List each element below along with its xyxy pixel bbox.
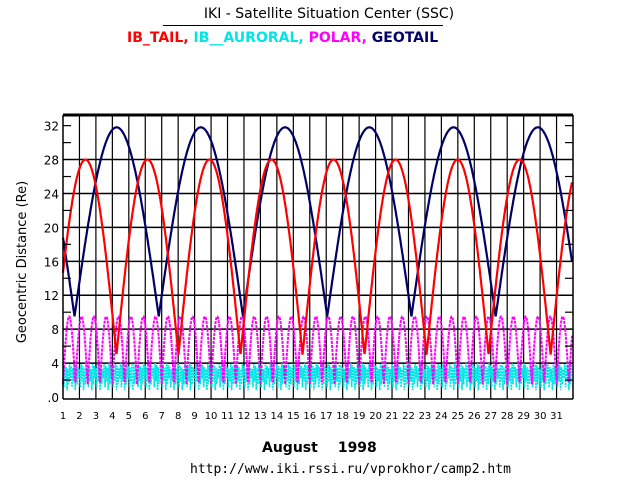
- legend-ib-tail: IB_TAIL: [127, 30, 184, 46]
- y-tick-label: 28: [44, 154, 59, 168]
- x-tick-label: 17: [320, 411, 333, 422]
- x-tick-label: 13: [254, 411, 267, 422]
- x-tick-label: 10: [205, 411, 218, 422]
- legend-polar: POLAR: [308, 30, 362, 46]
- y-tick-label: 4: [51, 357, 59, 371]
- x-tick-label: 19: [353, 411, 366, 422]
- x-tick-label: 9: [191, 411, 197, 422]
- y-tick-label: 20: [44, 221, 59, 235]
- x-tick-label: 16: [303, 411, 316, 422]
- x-tick-label: 23: [419, 411, 432, 422]
- x-tick-label: 29: [517, 411, 530, 422]
- x-tick-label: 12: [238, 411, 251, 422]
- legend-geotail: GEOTAIL: [371, 30, 439, 46]
- x-tick-label: 1: [60, 411, 66, 422]
- x-tick-label: 20: [369, 411, 382, 422]
- legend-ib-auroral: IB__AURORAL: [193, 30, 299, 46]
- x-tick-label: 3: [93, 411, 99, 422]
- y-tick-label: 24: [44, 187, 59, 201]
- y-tick-label: .0: [48, 391, 59, 405]
- x-tick-label: 27: [484, 411, 497, 422]
- x-tick-label: 6: [142, 411, 148, 422]
- series-geotail: [61, 126, 574, 317]
- y-axis-label: Geocentric Distance (Re): [15, 181, 30, 343]
- x-axis-ticks: 1 2 3 4 5 6 7 8 9 10 11 12 13 14 15 16 17 18 19 20 21 22 23 24 2…: [60, 411, 563, 422]
- x-tick-label: 26: [468, 411, 481, 422]
- x-tick-label: 22: [402, 411, 415, 422]
- x-tick-label: 31: [550, 411, 563, 422]
- y-axis-ticks: .0 4 8 12 16 20 24 28 32: [44, 120, 573, 405]
- legend: IB_TAIL, IB__AURORAL, POLAR, GEOTAIL: [127, 30, 439, 46]
- x-tick-label: 28: [501, 411, 514, 422]
- x-axis-label: August 1998: [262, 440, 377, 456]
- x-tick-label: 18: [336, 411, 349, 422]
- y-tick-label: 8: [51, 323, 59, 337]
- series-ib-auroral: [62, 363, 573, 391]
- x-tick-label: 7: [159, 411, 165, 422]
- x-tick-label: 25: [451, 411, 464, 422]
- plot-frame: [62, 113, 574, 400]
- series-ib-tail: [61, 158, 574, 355]
- x-tick-label: 21: [386, 411, 399, 422]
- x-axis-month: August: [262, 440, 318, 456]
- x-tick-label: 11: [221, 411, 234, 422]
- x-tick-label: 24: [435, 411, 448, 422]
- y-tick-label: 32: [44, 120, 59, 134]
- y-tick-label: 16: [44, 255, 59, 269]
- x-tick-label: 8: [175, 411, 181, 422]
- x-tick-label: 15: [287, 411, 300, 422]
- source-url: http://www.iki.rssi.ru/vprokhor/camp2.ht…: [190, 462, 511, 477]
- series-layer: [61, 126, 574, 391]
- y-tick-label: 12: [44, 289, 59, 303]
- x-tick-label: 5: [126, 411, 132, 422]
- series-polar: [62, 315, 573, 385]
- x-tick-label: 30: [534, 411, 547, 422]
- x-tick-label: 14: [271, 411, 284, 422]
- x-axis-year: 1998: [337, 440, 377, 456]
- chart-title: IKI - Satellite Situation Center (SSC): [203, 6, 455, 22]
- x-tick-label: 4: [109, 411, 115, 422]
- x-tick-label: 2: [76, 411, 82, 422]
- title-underline: [163, 25, 443, 26]
